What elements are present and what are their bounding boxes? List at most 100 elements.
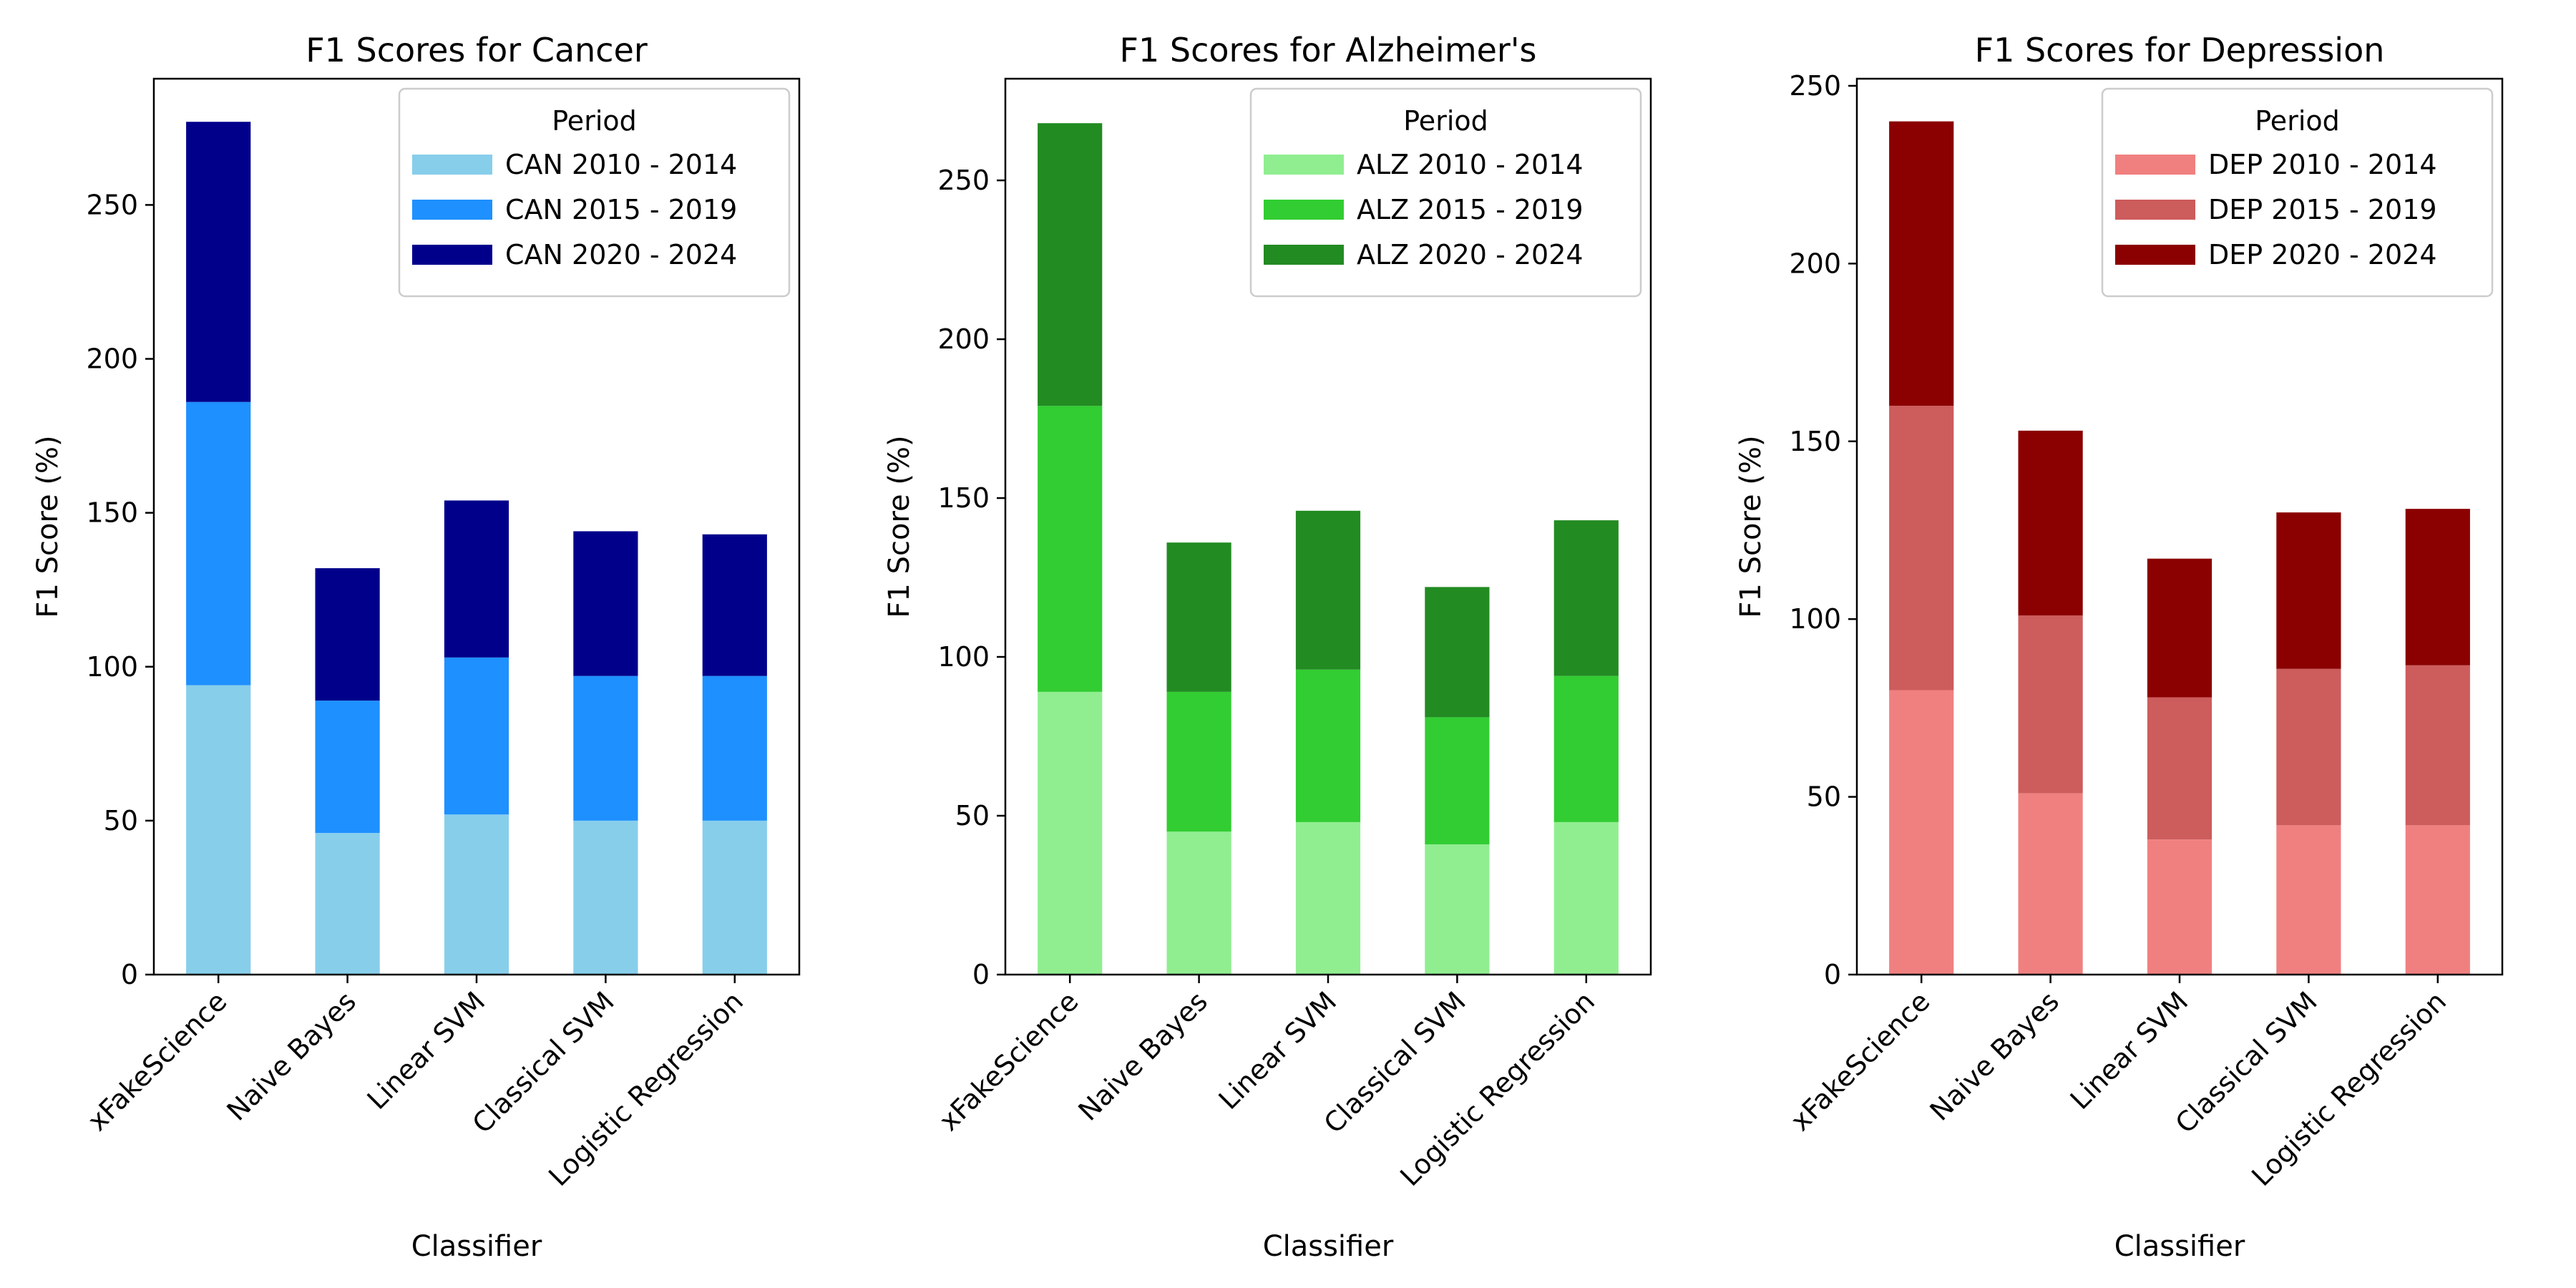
legend: Period CAN 2010 - 2014 CAN 2015 - 2019 CAN … — [398, 87, 791, 298]
x-tick-label-2: Naive Bayes — [1073, 985, 1214, 1126]
chart-title: F1 Scores for Depression — [1975, 31, 2385, 69]
bar-3-1 — [1889, 121, 1954, 406]
legend-swatch-1 — [412, 155, 492, 175]
y-tick-label-2: 50 — [104, 805, 138, 836]
y-tick-label-4: 150 — [86, 497, 138, 529]
x-axis-label: Classifier — [1263, 1230, 1394, 1263]
x-axis-label: Classifier — [2114, 1230, 2245, 1263]
bar-3-3 — [444, 500, 509, 658]
legend-entry-1: DEP 2010 - 2014 — [2208, 149, 2437, 180]
bar-3-1 — [186, 122, 251, 402]
y-tick-label-6: 250 — [937, 165, 990, 196]
x-axis-label: Classifier — [411, 1230, 542, 1263]
bar-1-2 — [1166, 831, 1231, 975]
bar-1-3 — [2147, 839, 2212, 975]
bar-3-1 — [1038, 123, 1103, 406]
bar-2-3 — [1295, 669, 1361, 822]
bar-1-5 — [2405, 825, 2470, 975]
bar-2-3 — [444, 657, 509, 815]
bar-2-1 — [1038, 406, 1103, 692]
bar-2-4 — [573, 675, 638, 821]
bar-1-1 — [1038, 691, 1103, 975]
bar-3-2 — [315, 568, 380, 701]
y-tick-label-2: 50 — [955, 800, 990, 831]
legend-entry-2: CAN 2015 - 2019 — [505, 194, 737, 225]
y-tick-label-6: 250 — [1789, 70, 1841, 102]
bar-3-5 — [1553, 520, 1619, 676]
bar-2-1 — [186, 401, 251, 686]
bar-1-3 — [1295, 821, 1361, 975]
x-tick-label-1: xFakeScience — [82, 985, 233, 1137]
bar-1-1 — [186, 685, 251, 975]
legend-entry-3: ALZ 2020 - 2024 — [1357, 239, 1584, 270]
chart-title: F1 Scores for Alzheimer's — [1120, 31, 1537, 69]
y-tick-label-6: 250 — [86, 189, 138, 220]
legend-title: Period — [552, 105, 637, 137]
legend-swatch-3 — [2115, 245, 2195, 265]
y-tick-label-5: 200 — [937, 323, 990, 355]
x-tick-label-3: Linear SVM — [1213, 985, 1343, 1116]
legend: Period ALZ 2010 - 2014 ALZ 2015 - 2019 ALZ … — [1249, 87, 1642, 298]
y-tick-label-5: 200 — [86, 343, 138, 375]
bar-3-4 — [1425, 587, 1490, 718]
legend-swatch-2 — [1264, 200, 1344, 220]
legend-swatch-2 — [412, 200, 492, 220]
bar-2-1 — [1889, 406, 1954, 691]
bar-1-4 — [1425, 844, 1490, 975]
bar-2-2 — [315, 701, 380, 834]
x-tick-label-1: xFakeScience — [1785, 985, 1936, 1137]
chart-title: F1 Scores for Cancer — [306, 31, 648, 69]
legend-title: Period — [1403, 105, 1488, 137]
legend-entry-1: CAN 2010 - 2014 — [505, 149, 737, 180]
legend-swatch-1 — [1264, 155, 1344, 175]
legend-swatch-2 — [2115, 200, 2195, 220]
legend-swatch-3 — [1264, 245, 1344, 265]
legend-swatch-3 — [412, 245, 492, 265]
bars-group — [1889, 121, 2470, 975]
bar-3-3 — [2147, 558, 2212, 698]
bar-1-3 — [444, 814, 509, 975]
y-tick-label-1: 0 — [1824, 959, 1841, 990]
y-tick-label-4: 150 — [1789, 426, 1841, 457]
legend-box — [2101, 87, 2494, 298]
y-tick-label-5: 200 — [1789, 248, 1841, 279]
y-tick-label-3: 100 — [1789, 603, 1841, 635]
bar-1-5 — [702, 820, 767, 975]
bar-2-3 — [2147, 697, 2212, 840]
bar-2-5 — [1553, 675, 1619, 822]
y-axis-label: F1 Score (%) — [1735, 435, 1767, 618]
bar-2-2 — [2018, 615, 2083, 794]
legend-box — [1249, 87, 1642, 298]
bar-1-1 — [1889, 690, 1954, 975]
y-tick-label-1: 0 — [972, 959, 990, 990]
bar-3-5 — [2405, 509, 2470, 665]
bar-1-2 — [315, 833, 380, 975]
bar-2-5 — [2405, 665, 2470, 826]
legend-swatch-1 — [2115, 155, 2195, 175]
legend-entry-3: DEP 2020 - 2024 — [2208, 239, 2437, 270]
legend-title: Period — [2255, 105, 2340, 137]
legend: Period DEP 2010 - 2014 DEP 2015 - 2019 DEP … — [2101, 87, 2494, 298]
bar-3-4 — [573, 531, 638, 676]
x-tick-label-2: Naive Bayes — [1924, 985, 2065, 1126]
bar-2-4 — [1425, 717, 1490, 844]
bars-group — [1038, 123, 1619, 975]
bar-1-5 — [1553, 821, 1619, 975]
x-tick-label-3: Linear SVM — [2064, 985, 2195, 1116]
legend-entry-2: ALZ 2015 - 2019 — [1357, 194, 1584, 225]
bars-group — [186, 122, 767, 975]
y-tick-label-1: 0 — [121, 959, 138, 990]
y-axis-label: F1 Score (%) — [31, 435, 64, 618]
y-tick-label-3: 100 — [86, 651, 138, 683]
legend-box — [398, 87, 791, 298]
bar-1-2 — [2018, 793, 2083, 975]
bar-3-2 — [2018, 430, 2083, 616]
x-tick-label-3: Linear SVM — [361, 985, 492, 1116]
x-tick-label-2: Naive Bayes — [221, 985, 362, 1126]
legend-entry-3: CAN 2020 - 2024 — [505, 239, 737, 270]
legend-entry-1: ALZ 2010 - 2014 — [1357, 149, 1584, 180]
